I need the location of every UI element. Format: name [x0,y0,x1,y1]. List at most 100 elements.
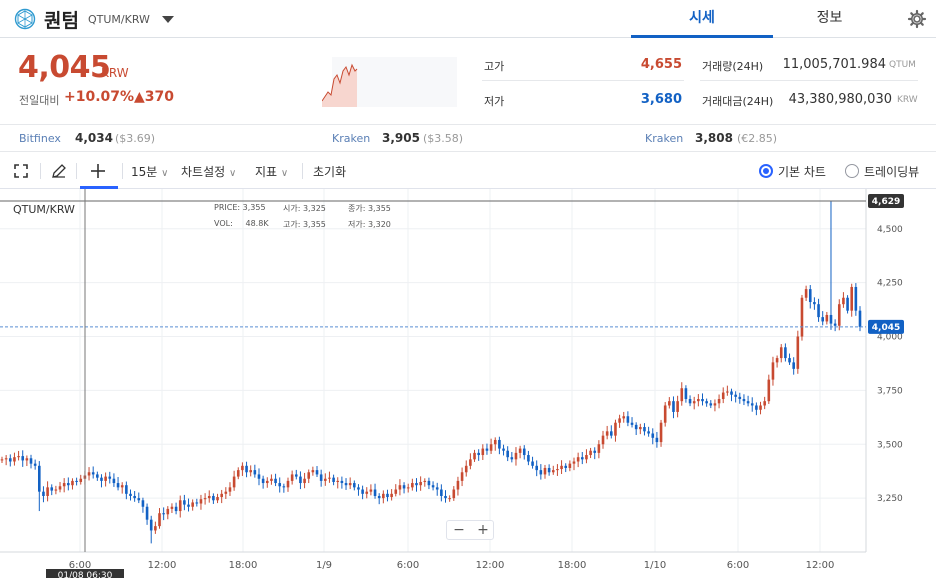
crosshair-icon[interactable] [89,162,107,180]
candle-body [365,491,369,494]
candle-body [460,472,464,481]
candle-body [361,489,364,494]
candle-body [178,500,182,512]
candle-body [145,506,149,520]
candle-body [618,418,621,423]
candle-body [299,476,302,484]
reset-button[interactable]: 초기화 [313,165,347,179]
y-tick-label: 4,000 [877,333,903,343]
zoom-in-button[interactable]: + [477,522,489,538]
candle-body [224,491,228,494]
ohlc-price-label: PRICE: [214,203,241,212]
candle-body [241,465,244,471]
chevron-down-icon[interactable] [160,13,176,25]
tradingview-radio[interactable] [845,164,859,178]
candle-body [713,403,717,406]
candle-body [829,314,833,324]
candle-body [87,472,91,476]
candle-body [701,399,704,402]
candle-body [67,483,70,486]
candle-body [91,472,95,475]
candle-body [75,480,78,482]
candle-body [125,485,128,494]
candle-body [493,439,497,445]
qtum-logo-icon [14,8,36,30]
y-tick-label: 3,250 [877,494,903,504]
indicators-button[interactable]: 지표 ∨ [255,163,288,180]
candle-body [216,497,219,501]
high-price-label: 4,629 [872,197,900,207]
candle-body [116,483,120,488]
candle-body [440,489,443,496]
amount-label: 거래대금(24H) [702,95,774,108]
candle-body [286,480,290,488]
tab-quote[interactable]: 시세 [631,0,773,38]
candlestick-chart[interactable]: 4,500 4,250 4,000 3,750 3,500 3,250 6:00 12:00 1… [0,189,936,578]
ohlc-high: 고가: 3,355 [283,219,326,230]
candle-body [547,467,551,473]
candle-body [348,483,352,486]
chart-settings-button[interactable]: 차트설정 ∨ [181,163,236,180]
candle-body [489,444,493,451]
coin-code[interactable]: QTUM/KRW [88,13,150,26]
candle-body [261,478,265,484]
candle-body [369,489,373,492]
basic-chart-label[interactable]: 기본 차트 [778,165,826,179]
ohlc-close-label: 종가: [348,204,366,213]
candle-body [133,495,136,499]
candle-body [46,487,49,496]
ohlc-low: 저가: 3,320 [348,219,391,230]
coin-name[interactable]: 퀀텀 [44,10,79,32]
x-tick-label: 12:00 [476,560,505,571]
candle-body [742,399,746,402]
ohlc-high-label: 고가: [283,220,301,229]
candle-body [340,480,344,484]
candle-body [96,474,99,478]
ohlc-low-label: 저가: [348,220,366,229]
candle-body [610,431,613,436]
candle-body [232,476,236,488]
fullscreen-icon[interactable] [12,162,30,180]
candle-body [676,401,679,412]
candle-body [568,463,572,468]
exchange-price: 4,034 [75,131,113,145]
candle-body [730,391,733,395]
change-amount: ▲370 [134,89,174,105]
candle-body [62,483,66,487]
candle-body [112,478,116,484]
candle-body [191,502,194,507]
last-price-marker [868,319,904,334]
candle-body [187,504,190,507]
zoom-out-button[interactable]: − [453,522,465,538]
candle-body [746,401,750,404]
price-unit: KRW [101,66,129,80]
interval-select[interactable]: 15분 ∨ [131,163,168,180]
candle-body [684,388,688,400]
y-tick-label: 3,500 [877,440,903,450]
volume-label: 거래량(24H) [702,60,764,73]
candle-body [626,416,630,423]
chevron-down-icon: ∨ [229,168,237,179]
candle-body [775,358,779,363]
tradingview-label[interactable]: 트레이딩뷰 [864,165,920,179]
candle-body [771,362,775,380]
gear-icon[interactable] [907,9,927,29]
candle-body [307,472,311,479]
volume-value: 11,005,701.984 [782,57,886,72]
tab-info[interactable]: 정보 [816,10,843,26]
exchange-fx-price: (€2.85) [737,132,778,145]
candle-body [162,513,165,515]
candle-body [659,422,663,443]
candle-body [373,489,377,496]
pencil-icon[interactable] [50,162,68,180]
candle-body [42,491,45,496]
candle-body [469,459,472,466]
candle-body [734,394,737,397]
basic-chart-radio[interactable] [759,164,773,178]
exchange-fx-price: ($3.69) [115,132,156,145]
candle-body [543,467,547,475]
candle-body [253,470,257,475]
candle-body [332,477,335,482]
candle-body [406,487,410,489]
candle-body [315,470,319,475]
